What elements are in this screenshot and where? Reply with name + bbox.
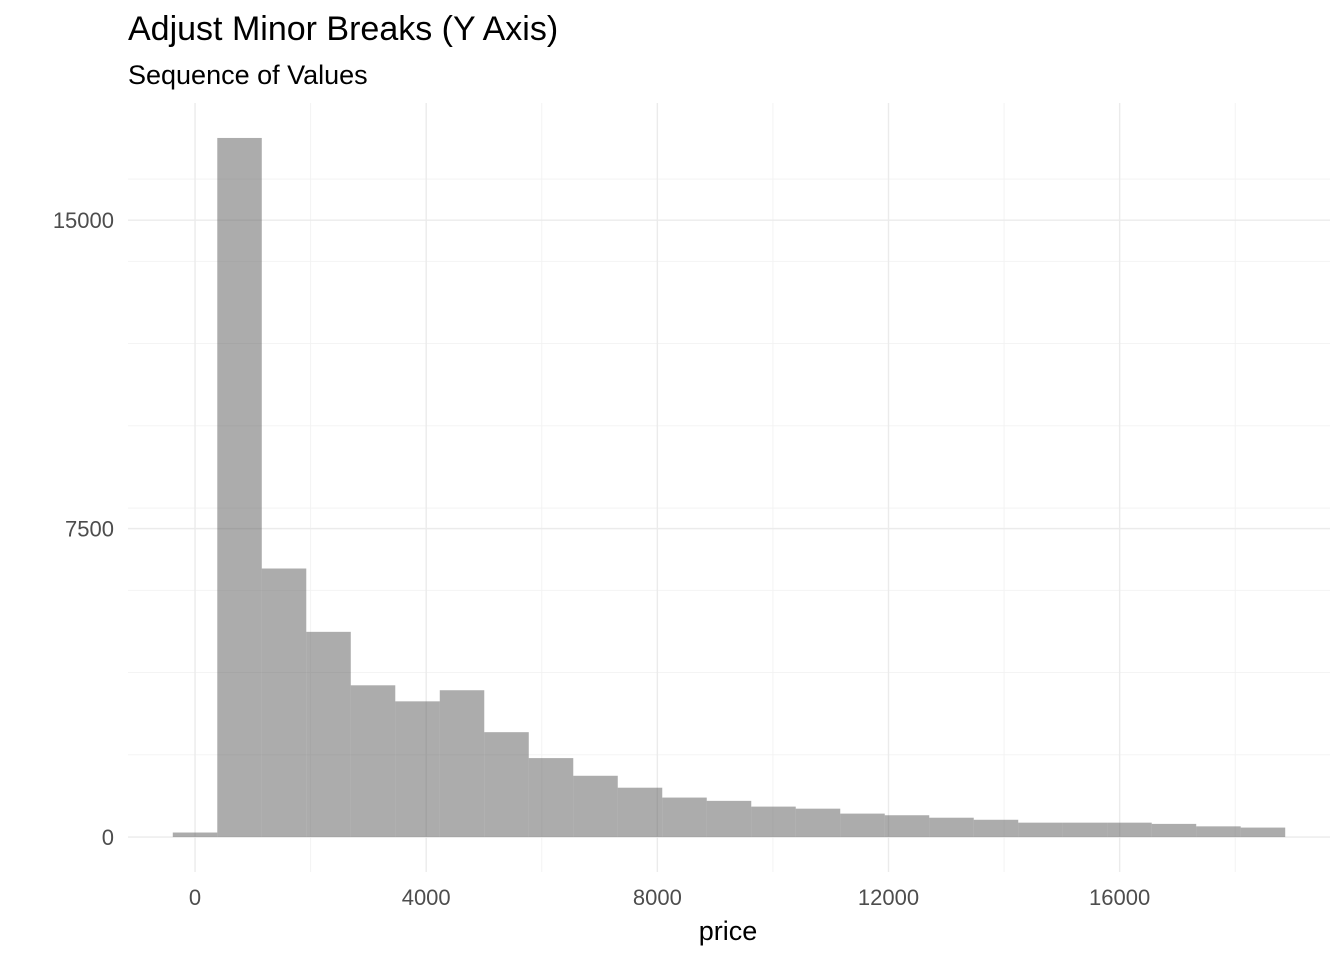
histogram-bar xyxy=(1018,822,1063,838)
histogram-bar xyxy=(884,815,930,838)
histogram-bar xyxy=(929,817,974,838)
histogram-bar xyxy=(395,701,440,838)
histogram-bar xyxy=(528,758,574,838)
histogram-bar xyxy=(973,819,1019,838)
histogram-bar xyxy=(617,787,663,838)
histogram-bar xyxy=(662,797,707,838)
chart-title: Adjust Minor Breaks (Y Axis) xyxy=(128,10,558,48)
x-axis-title: price xyxy=(699,916,758,946)
chart-subtitle: Sequence of Values xyxy=(128,60,368,90)
x-tick-label: 8000 xyxy=(633,885,682,910)
y-tick-label: 15000 xyxy=(53,208,114,233)
histogram-bar xyxy=(795,808,841,838)
histogram-bar xyxy=(172,832,218,838)
histogram-bars xyxy=(172,137,1286,838)
y-tick-label: 7500 xyxy=(65,517,114,542)
histogram-bar xyxy=(573,775,618,838)
tick-labels: 0 4000 8000 12000 16000 0 7500 15000 xyxy=(53,208,1150,910)
histogram-bar xyxy=(1151,823,1197,838)
x-tick-label: 0 xyxy=(189,885,201,910)
histogram-bar xyxy=(217,137,262,838)
histogram-bar xyxy=(306,631,351,838)
histogram-bar xyxy=(1062,822,1108,838)
histogram-bar xyxy=(261,568,307,838)
histogram-bar xyxy=(350,685,396,838)
histogram-bar xyxy=(840,813,885,838)
x-tick-label: 4000 xyxy=(402,885,451,910)
x-tick-label: 12000 xyxy=(858,885,919,910)
histogram-bar xyxy=(706,800,752,838)
histogram-bar xyxy=(439,690,485,838)
histogram-bar xyxy=(1196,826,1241,838)
histogram-bar xyxy=(484,732,529,838)
histogram-bar xyxy=(751,806,796,838)
histogram-bar xyxy=(1107,822,1152,838)
y-tick-label: 0 xyxy=(102,825,114,850)
x-tick-label: 16000 xyxy=(1089,885,1150,910)
histogram-bar xyxy=(1240,827,1286,838)
